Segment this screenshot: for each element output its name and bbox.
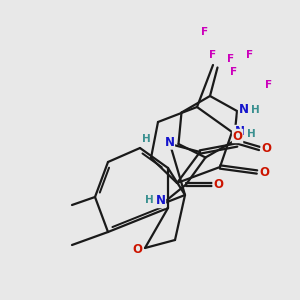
Text: F: F <box>230 67 237 77</box>
Text: O: O <box>133 243 142 256</box>
Text: N: N <box>164 136 174 149</box>
Text: N: N <box>238 103 249 116</box>
Text: O: O <box>232 130 243 142</box>
Text: F: F <box>201 27 208 37</box>
Text: F: F <box>266 80 273 90</box>
Text: H: H <box>251 105 260 116</box>
Text: O: O <box>260 166 269 178</box>
Text: O: O <box>213 178 223 191</box>
Text: H: H <box>145 195 154 206</box>
Text: H: H <box>142 134 151 143</box>
Text: H: H <box>247 129 256 140</box>
Text: F: F <box>226 54 234 64</box>
Text: F: F <box>246 50 254 60</box>
Text: O: O <box>261 142 271 155</box>
Text: F: F <box>208 50 216 60</box>
Text: N: N <box>235 125 244 139</box>
Text: N: N <box>155 194 166 208</box>
